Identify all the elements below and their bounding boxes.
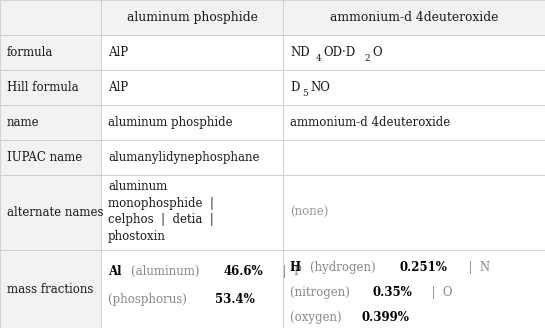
Bar: [101, 0, 283, 35]
Bar: [283, 175, 545, 251]
Text: formula: formula: [7, 46, 53, 59]
Text: 0.399%: 0.399%: [362, 311, 410, 324]
Bar: [0, 35, 101, 70]
Text: alternate names: alternate names: [7, 206, 103, 219]
Text: aluminum: aluminum: [108, 180, 167, 193]
Text: NO: NO: [310, 81, 330, 94]
Bar: [283, 251, 545, 328]
Bar: [101, 251, 283, 328]
Bar: [0, 140, 101, 175]
Bar: [283, 70, 545, 105]
Bar: [101, 105, 283, 140]
Text: (phosphorus): (phosphorus): [108, 293, 191, 306]
Text: Al: Al: [108, 265, 125, 278]
Bar: [0, 70, 101, 105]
Text: |  N: | N: [462, 261, 491, 274]
Text: name: name: [7, 116, 39, 129]
Text: phostoxin: phostoxin: [108, 230, 166, 243]
Text: mass fractions: mass fractions: [7, 283, 93, 296]
Text: IUPAC name: IUPAC name: [7, 151, 82, 164]
Bar: [101, 140, 283, 175]
Bar: [0, 105, 101, 140]
Text: alumanylidynephosphane: alumanylidynephosphane: [108, 151, 259, 164]
Text: ammonium-d 4deuteroxide: ammonium-d 4deuteroxide: [330, 11, 498, 24]
Text: (hydrogen): (hydrogen): [310, 261, 379, 274]
Text: Hill formula: Hill formula: [7, 81, 78, 94]
Text: |  O: | O: [424, 286, 452, 299]
Text: (none): (none): [290, 206, 329, 219]
Bar: [101, 175, 283, 251]
Text: D: D: [290, 81, 300, 94]
Text: (nitrogen): (nitrogen): [290, 286, 354, 299]
Text: 4: 4: [316, 54, 322, 63]
Text: 0.251%: 0.251%: [399, 261, 447, 274]
Text: ammonium-d 4deuteroxide: ammonium-d 4deuteroxide: [290, 116, 451, 129]
Text: 5: 5: [302, 89, 308, 98]
Text: (aluminum): (aluminum): [131, 265, 203, 278]
Text: 0.35%: 0.35%: [373, 286, 413, 299]
Text: monophosphide  |: monophosphide |: [108, 196, 214, 210]
Text: aluminum phosphide: aluminum phosphide: [108, 116, 233, 129]
Bar: [283, 105, 545, 140]
Text: 46.6%: 46.6%: [224, 265, 263, 278]
Text: O: O: [372, 46, 382, 59]
Text: 2: 2: [365, 54, 370, 63]
Bar: [101, 70, 283, 105]
Text: 53.4%: 53.4%: [215, 293, 255, 306]
Text: AlP: AlP: [108, 81, 128, 94]
Bar: [101, 35, 283, 70]
Text: celphos  |  detia  |: celphos | detia |: [108, 213, 214, 226]
Bar: [283, 35, 545, 70]
Text: aluminum phosphide: aluminum phosphide: [126, 11, 258, 24]
Text: H: H: [290, 261, 306, 274]
Text: ND: ND: [290, 46, 310, 59]
Text: |  P: | P: [275, 265, 302, 278]
Text: (oxygen): (oxygen): [290, 311, 346, 324]
Text: AlP: AlP: [108, 46, 128, 59]
Bar: [0, 175, 101, 251]
Bar: [283, 0, 545, 35]
Bar: [0, 251, 101, 328]
Bar: [0, 0, 101, 35]
Bar: [283, 140, 545, 175]
Text: OD·D: OD·D: [323, 46, 355, 59]
